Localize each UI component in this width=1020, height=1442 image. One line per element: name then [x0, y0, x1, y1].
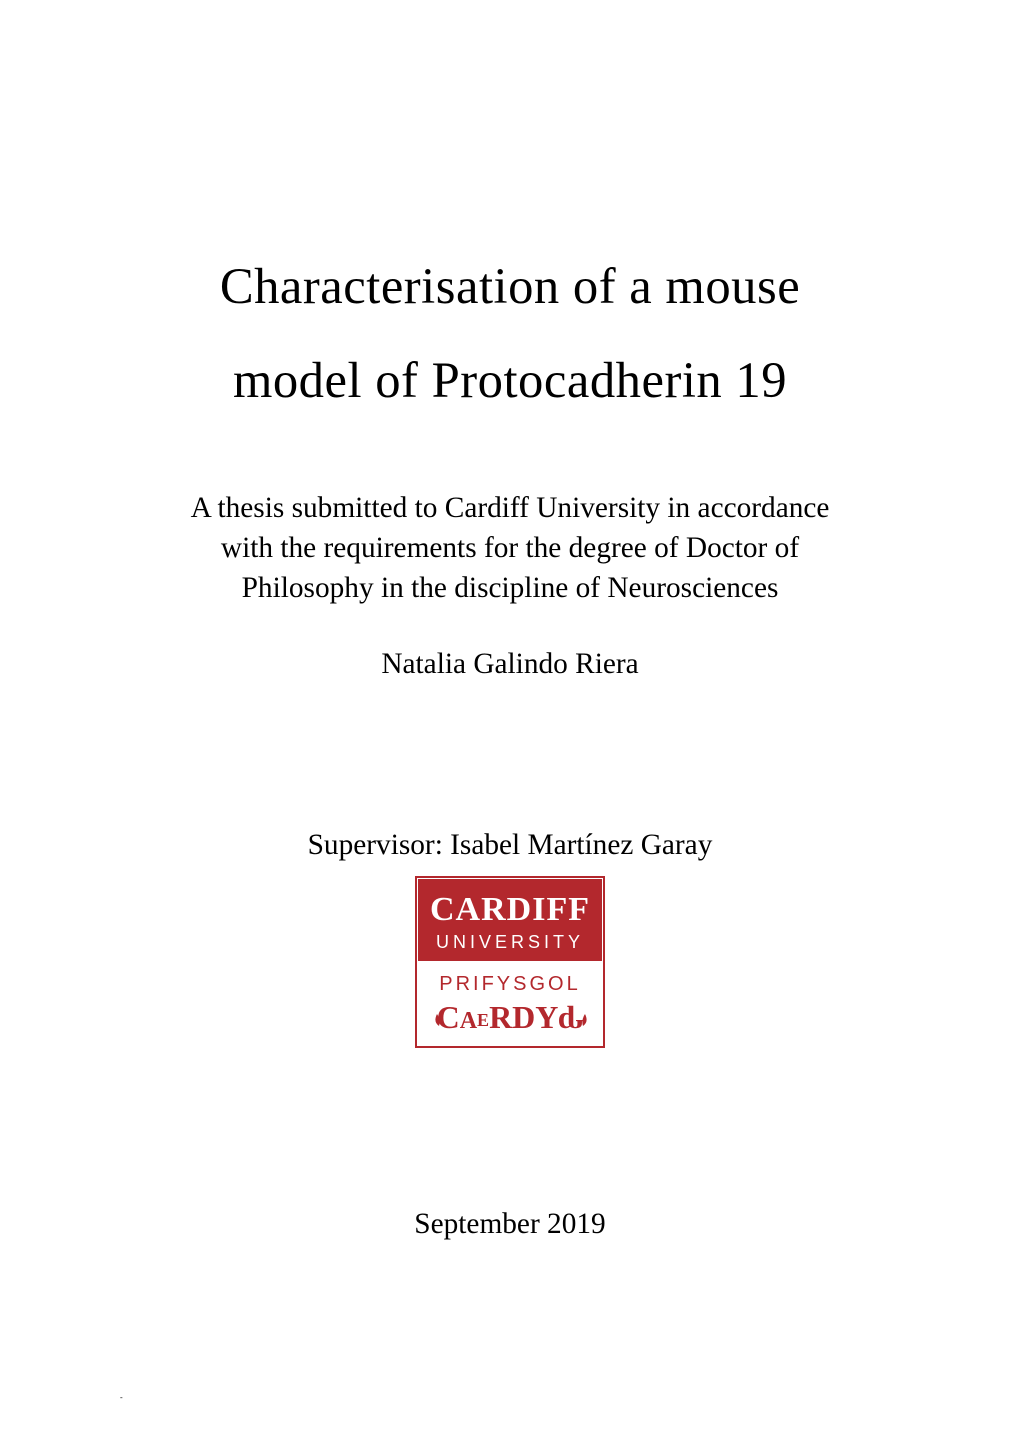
subtitle-line-1: A thesis submitted to Cardiff University… [130, 489, 890, 529]
logo-block: CARDIFF UNIVERSITY PRIFYSGOL CAERDYԃ [120, 876, 900, 1048]
logo-cardiff-text: CARDIFF [430, 891, 590, 928]
logo-university-text: UNIVERSITY [436, 932, 584, 952]
logo-prifysgol-text: PRIFYSGOL [439, 973, 580, 995]
supervisor-block: Supervisor: Isabel Martínez Garay [120, 829, 900, 862]
author-block: Natalia Galindo Riera [120, 648, 900, 681]
title-line-2: model of Protocadherin 19 [120, 334, 900, 428]
supervisor-label: Supervisor: Isabel Martínez Garay [120, 829, 900, 862]
subtitle-line-2: with the requirements for the degree of … [130, 529, 890, 569]
logo-caerdyd-text: CAERDYԃ [437, 999, 584, 1035]
footer-mark: - [120, 1393, 123, 1402]
author-name: Natalia Galindo Riera [120, 648, 900, 681]
thesis-title-page: Characterisation of a mouse model of Pro… [0, 0, 1020, 1442]
subtitle-line-3: Philosophy in the discipline of Neurosci… [130, 569, 890, 609]
date-text: September 2019 [120, 1208, 900, 1241]
cardiff-university-logo-icon: CARDIFF UNIVERSITY PRIFYSGOL CAERDYԃ [415, 876, 605, 1048]
title-line-1: Characterisation of a mouse [120, 240, 900, 334]
title-block: Characterisation of a mouse model of Pro… [120, 240, 900, 427]
subtitle-block: A thesis submitted to Cardiff University… [120, 489, 900, 608]
date-block: September 2019 [120, 1208, 900, 1241]
